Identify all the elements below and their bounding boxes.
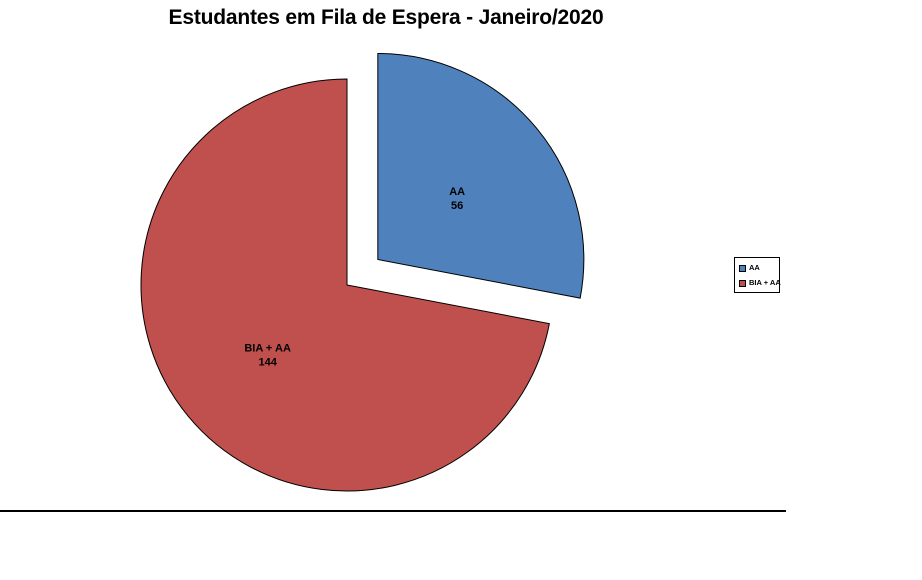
chart-legend: AA BIA + AA — [734, 257, 781, 293]
slice-label-name: AA — [449, 186, 465, 198]
legend-swatch-bia-aa-icon — [739, 279, 746, 287]
legend-item-bia-aa: BIA + AA — [739, 279, 781, 287]
legend-label-bia-aa: BIA + AA — [749, 278, 781, 288]
pie-slice-bia-aa — [140, 78, 550, 492]
pie-slice-aa — [377, 53, 585, 299]
slice-label-name: BIA + AA — [244, 343, 291, 355]
legend-swatch-aa-icon — [739, 264, 746, 272]
slice-label-bia-aa: BIA + AA 144 — [244, 343, 291, 369]
slice-label-value: 144 — [258, 357, 277, 369]
chart-area-bottom-border — [0, 510, 786, 512]
legend-item-aa: AA — [739, 264, 777, 272]
slice-label-aa: AA 56 — [449, 186, 465, 212]
legend-label-aa: AA — [749, 263, 760, 273]
chart-title: Estudantes em Fila de Espera - Janeiro/2… — [168, 6, 604, 29]
slice-label-value: 56 — [451, 200, 463, 212]
